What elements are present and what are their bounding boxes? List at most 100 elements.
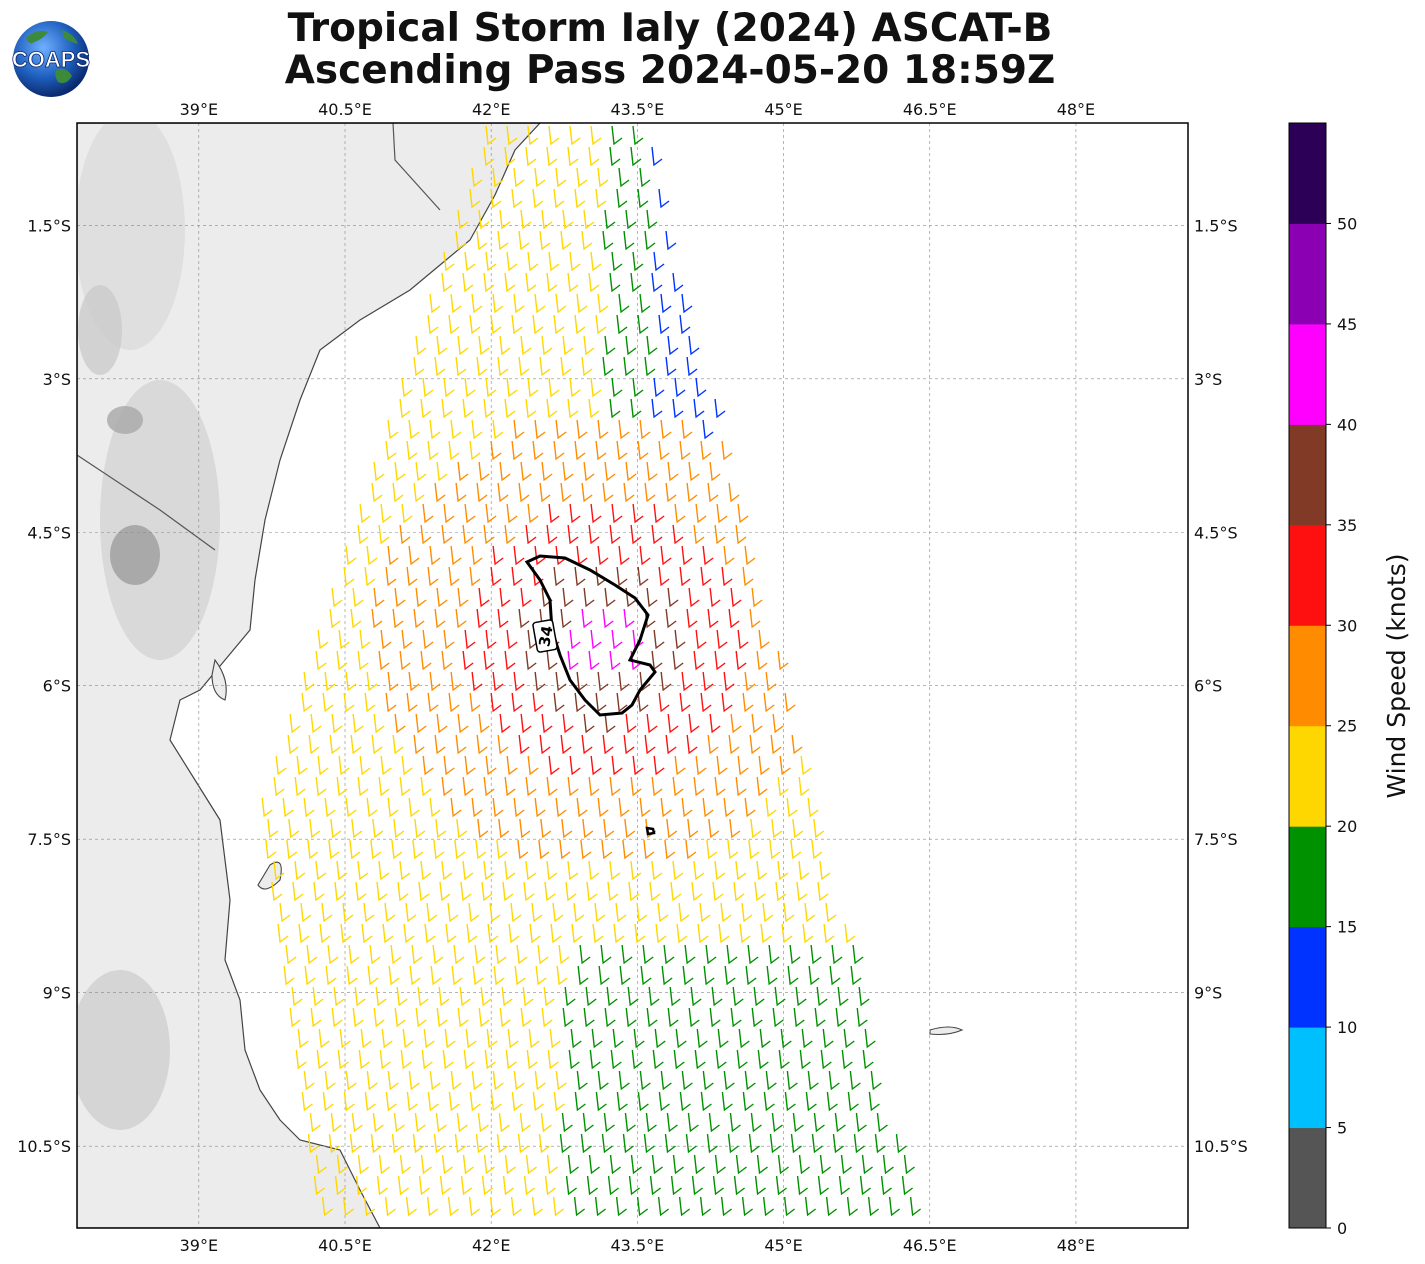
lon-tick-label-bottom: 46.5°E [903,1236,957,1255]
wind-barb [609,1154,621,1175]
wind-barb [525,1154,537,1175]
wind-barb [695,503,707,524]
wind-barb [315,860,327,881]
wind-barb [498,1112,510,1133]
wind-barb [513,1070,525,1091]
wind-barb [862,1049,874,1070]
wind-barb [681,293,693,314]
wind-barb [394,1007,406,1028]
wind-barb [460,1175,472,1196]
colorbar-tick-label: 15 [1337,918,1357,937]
wind-barb [357,524,369,545]
wind-barb [485,125,497,146]
wind-barb [832,1133,844,1154]
wind-barb [738,1028,750,1049]
wind-barb [469,566,481,587]
lon-tick-label-bottom: 48°E [1057,1236,1095,1255]
wind-barb [784,692,796,713]
wind-barb [724,965,736,986]
wind-barb [658,440,670,461]
wind-barb [490,1091,502,1112]
wind-barb [758,755,770,776]
wind-barb [807,1070,819,1091]
wind-barb [511,566,523,587]
lat-tick-label-right: 10.5°S [1194,1137,1248,1156]
coaps-logo: COAPS [12,21,90,97]
wind-barb [678,902,690,923]
wind-barb [550,923,562,944]
wind-barb [372,1112,384,1133]
wind-barb [397,1175,409,1196]
wind-barb [798,776,810,797]
wind-barb [441,272,453,293]
wind-barb [567,272,579,293]
wind-barb [733,1175,745,1196]
wind-barb [817,1175,829,1196]
wind-barb [309,1112,321,1133]
wind-barb [646,461,658,482]
wind-barb [408,797,420,818]
wind-barb [483,146,495,167]
wind-barb [688,587,700,608]
wind-barb [674,755,686,776]
wind-barb [804,1196,817,1217]
wind-barb [672,398,684,419]
wind-barb [546,650,558,671]
wind-barb [594,902,606,923]
wind-barb [354,986,366,1007]
wind-barb [378,650,390,671]
wind-barb [434,734,446,755]
wind-barb [399,1154,411,1175]
wind-barb [337,1049,349,1070]
wind-barb [336,776,348,797]
wind-barb [520,1007,532,1028]
lon-tick-label-top: 43.5°E [611,100,665,119]
wind-barb [472,965,484,986]
wind-barb [435,1112,447,1133]
wind-barb [628,1175,640,1196]
land-africa [77,123,541,1228]
wind-barb [527,377,539,398]
wind-barb [658,566,670,587]
wind-barb [790,1133,802,1154]
wind-barb [366,797,378,818]
wind-barb [580,839,592,860]
wind-barb [570,1028,582,1049]
wind-barb [581,482,593,503]
wind-barb [544,1175,556,1196]
wind-barb [501,986,513,1007]
wind-barb [555,671,567,692]
wind-barb [623,230,635,251]
wind-barb [307,1133,319,1154]
wind-barb [588,398,600,419]
wind-barb [709,1007,721,1028]
wind-barb [400,1049,412,1070]
wind-barb [574,566,586,587]
wind-barb [616,692,628,713]
wind-barb [317,629,329,650]
wind-barb [742,692,754,713]
wind-barb [359,629,371,650]
wind-barb [674,629,686,650]
wind-barb [531,902,543,923]
wind-barb [562,461,574,482]
wind-barb [615,902,627,923]
wind-barb [422,377,434,398]
wind-barb [277,923,289,944]
wind-barb [756,650,768,671]
wind-barb [413,608,425,629]
wind-barb [653,503,665,524]
wind-barb [360,1028,372,1049]
wind-barb [466,923,478,944]
wind-barb [624,1112,636,1133]
wind-barb [576,1070,588,1091]
wind-barb [702,419,714,440]
wind-barb [777,1154,789,1175]
wind-barb [567,1154,579,1175]
wind-barb [485,503,497,524]
wind-barb [603,818,615,839]
wind-barb [338,629,350,650]
wind-barb [408,419,420,440]
wind-barb [658,188,670,209]
wind-barb [496,1133,508,1154]
